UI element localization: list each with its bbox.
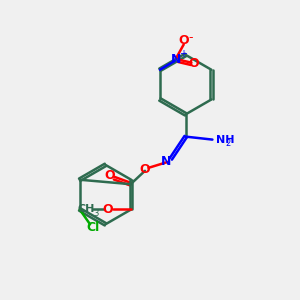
Text: Cl: Cl bbox=[86, 221, 100, 234]
Text: O: O bbox=[189, 57, 200, 70]
Text: 3: 3 bbox=[93, 208, 98, 217]
Text: -: - bbox=[188, 32, 193, 44]
Text: O: O bbox=[140, 163, 150, 176]
Text: O: O bbox=[105, 169, 115, 182]
Text: +: + bbox=[179, 49, 187, 59]
Text: N: N bbox=[161, 155, 172, 168]
Text: NH: NH bbox=[216, 135, 235, 145]
Text: O: O bbox=[178, 34, 189, 46]
Text: N: N bbox=[171, 53, 181, 66]
Text: 2: 2 bbox=[225, 139, 230, 148]
Text: CH: CH bbox=[77, 204, 95, 214]
Text: O: O bbox=[102, 203, 113, 216]
